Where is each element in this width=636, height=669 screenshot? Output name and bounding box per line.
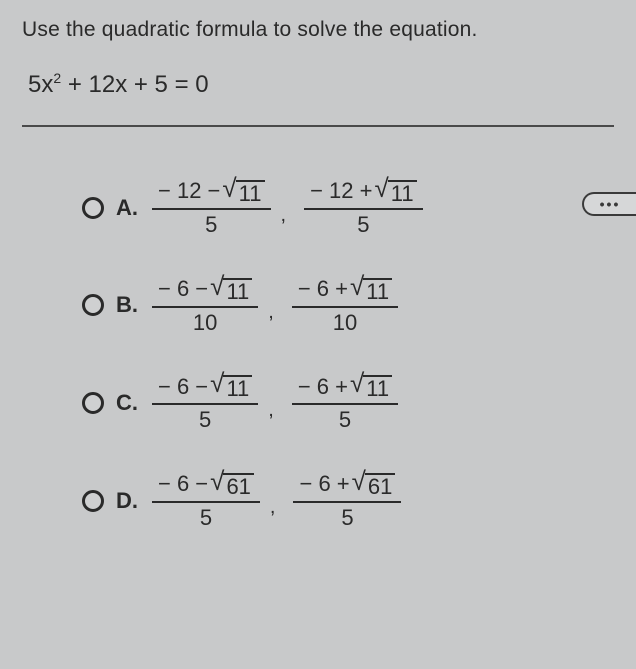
equation: 5x2 + 12x + 5 = 0 [28,70,614,99]
denominator: 5 [333,407,357,433]
numerator-lead: − 12 + [310,178,372,204]
radio-b[interactable] [82,294,104,316]
equation-part2: + 12x + 5 = 0 [61,71,208,98]
radicand: 11 [223,375,252,401]
radicand: 11 [223,278,252,304]
sqrt: √11 [210,275,252,304]
denominator: 5 [193,407,217,433]
separator-comma: , [270,496,276,519]
numerator-lead: − 6 − [158,471,208,497]
fraction: − 6 + √61 5 [293,470,401,532]
separator-comma: , [268,301,274,324]
equation-exponent: 2 [53,70,61,86]
option-d[interactable]: D. − 6 − √61 5 , − 6 + √61 [82,470,614,532]
numerator-lead: − 6 + [298,374,348,400]
denominator: 5 [194,505,218,531]
radicand: 11 [236,180,265,206]
denominator: 10 [327,310,363,336]
fraction: − 6 + √11 5 [292,372,398,434]
numerator-lead: − 6 − [158,374,208,400]
sqrt: √11 [374,177,416,206]
numerator-lead: − 12 − [158,178,220,204]
sqrt: √61 [352,470,396,499]
option-answer: − 6 − √11 10 , − 6 + √11 10 [152,275,398,337]
radicand: 11 [388,180,417,206]
option-letter: B. [116,292,152,318]
sqrt: √11 [350,372,392,401]
option-answer: − 6 − √11 5 , − 6 + √11 5 [152,372,398,434]
option-answer: − 6 − √61 5 , − 6 + √61 5 [152,470,401,532]
numerator-lead: − 6 + [299,471,349,497]
denominator: 5 [351,212,375,238]
fraction: − 12 − √11 5 [152,177,271,239]
option-letter: A. [116,195,152,221]
radio-a[interactable] [82,197,104,219]
fraction: − 6 − √61 5 [152,470,260,532]
radicand: 11 [363,375,392,401]
denominator: 5 [199,212,223,238]
radicand: 61 [365,473,395,499]
question-prompt: Use the quadratic formula to solve the e… [22,18,614,42]
separator-comma: , [268,399,274,422]
section-divider [22,125,614,127]
option-c[interactable]: C. − 6 − √11 5 , − 6 + √11 [82,372,614,434]
radicand: 61 [223,473,253,499]
option-letter: C. [116,390,152,416]
sqrt: √11 [350,275,392,304]
numerator-lead: − 6 + [298,276,348,302]
option-answer: − 12 − √11 5 , − 12 + √11 5 [152,177,423,239]
option-letter: D. [116,488,152,514]
fraction: − 6 − √11 5 [152,372,258,434]
denominator: 5 [335,505,359,531]
numerator-lead: − 6 − [158,276,208,302]
fraction: − 12 + √11 5 [304,177,423,239]
sqrt: √61 [210,470,254,499]
equation-part1: 5x [28,71,53,98]
option-a[interactable]: A. − 12 − √11 5 , − 12 + √11 [82,177,614,239]
option-b[interactable]: B. − 6 − √11 10 , − 6 + √11 [82,275,614,337]
sqrt: √11 [210,372,252,401]
fraction: − 6 + √11 10 [292,275,398,337]
radio-d[interactable] [82,490,104,512]
radio-c[interactable] [82,392,104,414]
denominator: 10 [187,310,223,336]
radicand: 11 [363,278,392,304]
sqrt: √11 [222,177,264,206]
options-list: A. − 12 − √11 5 , − 12 + √11 [82,177,614,531]
more-button[interactable]: ••• [582,192,636,216]
fraction: − 6 − √11 10 [152,275,258,337]
separator-comma: , [281,204,287,227]
